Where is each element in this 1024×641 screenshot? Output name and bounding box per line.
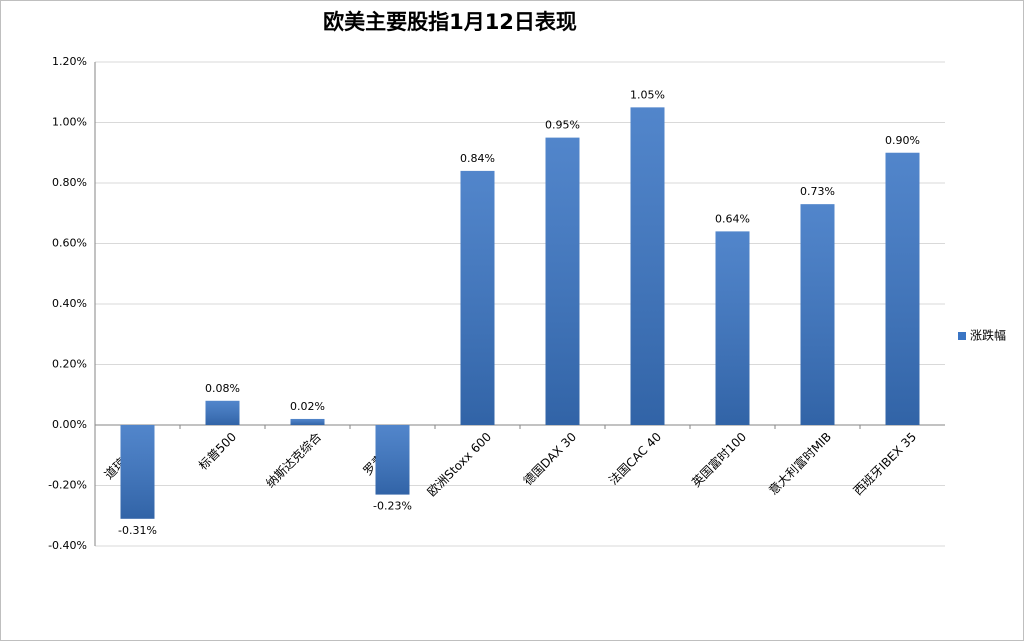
- bar-shade: [715, 231, 750, 425]
- y-tick-label: 0.80%: [52, 176, 87, 189]
- legend-swatch: [958, 332, 966, 340]
- y-tick-label: 1.20%: [52, 55, 87, 68]
- bar-shade: [885, 152, 920, 425]
- y-tick-label: 0.20%: [52, 358, 87, 371]
- data-label: 0.08%: [205, 382, 240, 395]
- data-label: 0.90%: [885, 134, 920, 147]
- bar-shade: [375, 425, 410, 495]
- y-tick-label: 0.40%: [52, 297, 87, 310]
- y-tick-label: -0.40%: [48, 539, 87, 552]
- data-label: 0.84%: [460, 152, 495, 165]
- bar-shade: [460, 170, 495, 425]
- bar-shade: [630, 107, 665, 425]
- y-tick-label: -0.20%: [48, 479, 87, 492]
- data-label: 0.02%: [290, 400, 325, 413]
- y-tick-label: 0.00%: [52, 418, 87, 431]
- data-label: 1.05%: [630, 88, 665, 101]
- bar-shade: [120, 425, 155, 519]
- data-label: 0.95%: [545, 119, 580, 132]
- bar-shade: [290, 418, 325, 425]
- y-tick-label: 1.00%: [52, 116, 87, 129]
- legend-label: 涨跌幅: [970, 328, 1006, 343]
- bar-shade: [545, 137, 580, 425]
- data-label: -0.31%: [118, 524, 157, 537]
- data-label: -0.23%: [373, 500, 412, 513]
- data-label: 0.64%: [715, 212, 750, 225]
- y-tick-label: 0.60%: [52, 237, 87, 250]
- chart-title: 欧美主要股指1月12日表现: [323, 10, 577, 34]
- bar-shade: [205, 400, 240, 425]
- bar-shade: [800, 204, 835, 425]
- data-label: 0.73%: [800, 185, 835, 198]
